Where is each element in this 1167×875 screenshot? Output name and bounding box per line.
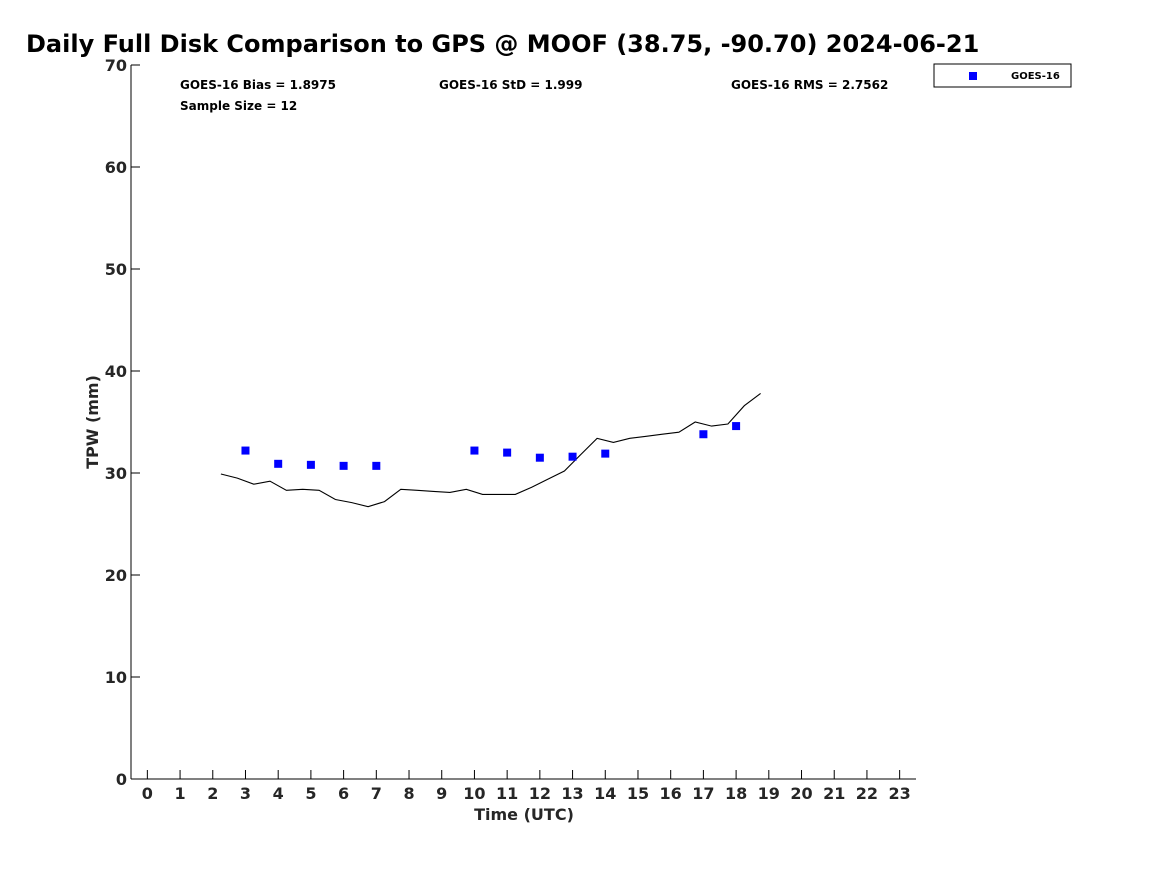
- y-tick-label: 50: [105, 260, 127, 279]
- goes16-point: [339, 461, 348, 470]
- x-tick-label: 5: [305, 784, 316, 803]
- goes16-point: [699, 430, 708, 439]
- y-ticks: 0 10 20 30 40 50 60 70: [105, 56, 140, 789]
- goes16-point: [503, 448, 512, 457]
- sample-size-stat: Sample Size = 12: [180, 99, 297, 113]
- goes16-point: [568, 452, 577, 461]
- legend-marker: [969, 72, 977, 80]
- y-tick-label: 60: [105, 158, 127, 177]
- x-tick-label: 7: [371, 784, 382, 803]
- x-tick-label: 10: [463, 784, 485, 803]
- x-tick-label: 3: [240, 784, 251, 803]
- x-tick-label: 16: [660, 784, 682, 803]
- rms-stat: GOES-16 RMS = 2.7562: [731, 78, 888, 92]
- std-stat: GOES-16 StD = 1.999: [439, 78, 582, 92]
- x-axis-label: Time (UTC): [474, 805, 574, 824]
- x-tick-label: 0: [142, 784, 153, 803]
- y-tick-label: 20: [105, 566, 127, 585]
- x-tick-label: 11: [496, 784, 518, 803]
- y-tick-label: 10: [105, 668, 127, 687]
- gps-line: [220, 392, 761, 508]
- x-tick-label: 15: [627, 784, 649, 803]
- x-tick-label: 6: [338, 784, 349, 803]
- goes16-point: [535, 453, 544, 462]
- x-tick-label: 19: [758, 784, 780, 803]
- x-tick-label: 4: [273, 784, 284, 803]
- x-ticks: 0 1 2 3 4 5 6 7 8 9 10 11 12 13 14 15 16 17 18 19 20 21 22 23: [142, 770, 911, 803]
- x-tick-label: 14: [594, 784, 616, 803]
- goes16-point: [601, 449, 610, 458]
- goes16-point: [274, 459, 283, 468]
- gps-line-layer: [220, 392, 761, 508]
- x-tick-label: 13: [561, 784, 583, 803]
- x-tick-label: 8: [403, 784, 414, 803]
- x-tick-label: 9: [436, 784, 447, 803]
- x-tick-label: 23: [889, 784, 911, 803]
- x-tick-label: 12: [529, 784, 551, 803]
- goes16-point: [306, 460, 315, 469]
- goes16-point: [241, 446, 250, 455]
- x-tick-label: 2: [207, 784, 218, 803]
- y-tick-label: 0: [116, 770, 127, 789]
- goes16-point: [470, 446, 479, 455]
- y-tick-label: 70: [105, 56, 127, 75]
- x-tick-label: 1: [174, 784, 185, 803]
- legend-label-goes16: GOES-16: [1011, 71, 1060, 82]
- chart-title: Daily Full Disk Comparison to GPS @ MOOF…: [26, 30, 979, 58]
- goes16-point: [372, 461, 381, 470]
- x-tick-label: 22: [856, 784, 878, 803]
- x-tick-label: 17: [692, 784, 714, 803]
- legend: GOES-16: [933, 63, 1072, 88]
- y-tick-label: 30: [105, 464, 127, 483]
- y-tick-label: 40: [105, 362, 127, 381]
- goes16-points-layer: [241, 422, 741, 470]
- x-tick-label: 21: [823, 784, 845, 803]
- goes16-point: [732, 422, 741, 431]
- legend-box: [933, 63, 1072, 88]
- bias-stat: GOES-16 Bias = 1.8975: [180, 78, 336, 92]
- x-tick-label: 18: [725, 784, 747, 803]
- y-axis-label: TPW (mm): [83, 375, 102, 469]
- x-tick-label: 20: [790, 784, 812, 803]
